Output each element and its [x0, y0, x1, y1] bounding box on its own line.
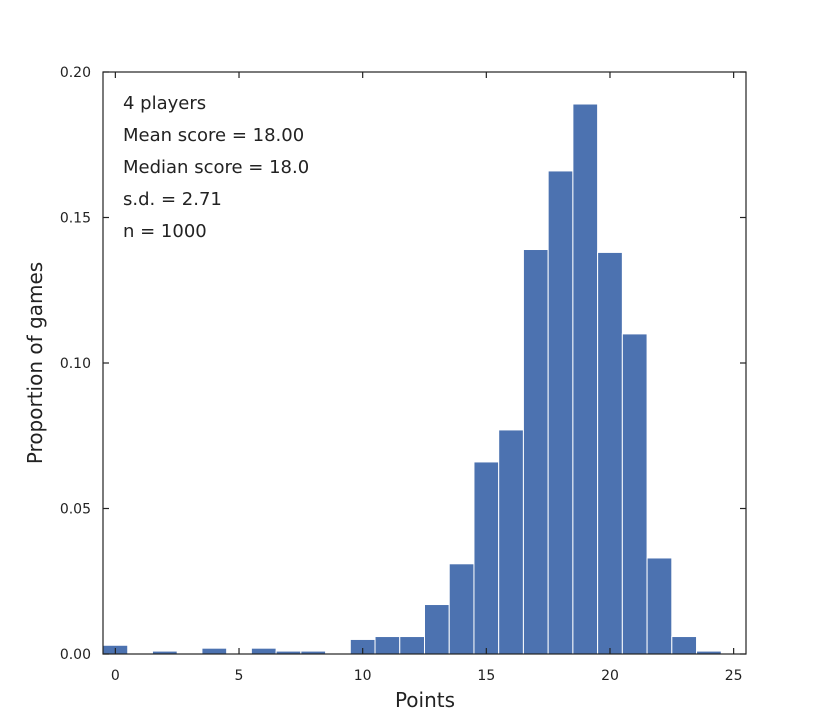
y-tick-label: 0.15	[60, 211, 91, 227]
histogram-bar-13	[424, 604, 450, 655]
y-tick-label: 0.00	[60, 647, 91, 663]
y-axis-title: Proportion of games	[23, 262, 47, 464]
x-tick-label: 25	[725, 668, 743, 684]
histogram-bar-23	[671, 636, 698, 655]
x-tick-label: 5	[235, 668, 244, 684]
x-tick-label: 15	[477, 668, 495, 684]
x-tick-label: 10	[354, 668, 372, 684]
histogram-bar-15	[473, 461, 500, 655]
histogram-bar-12	[399, 636, 425, 655]
histogram-bar-6	[250, 647, 277, 655]
stat-annotation: n = 1000	[123, 221, 207, 242]
x-axis-title: Points	[395, 688, 455, 712]
x-tick-label: 0	[111, 668, 120, 684]
histogram-bar-21	[621, 333, 648, 655]
stat-annotation: Median score = 18.0	[123, 157, 309, 178]
histogram-bar-19	[572, 103, 599, 655]
x-tick-label: 20	[601, 668, 619, 684]
stat-annotation: s.d. = 2.71	[123, 189, 222, 210]
stat-annotation: 4 players	[123, 93, 206, 114]
y-tick-label: 0.10	[60, 356, 91, 372]
y-tick-label: 0.05	[60, 502, 91, 518]
histogram-bar-4	[201, 647, 228, 655]
histogram-bar-22	[646, 557, 673, 655]
histogram-bar-16	[498, 429, 524, 655]
stat-annotation: Mean score = 18.00	[123, 125, 304, 146]
bars-group	[102, 103, 722, 655]
histogram-bar-17	[522, 249, 549, 655]
histogram-bar-14	[448, 563, 475, 655]
histogram-bar-20	[597, 251, 623, 655]
histogram-bar-18	[547, 170, 574, 655]
annotations-group: 4 players Mean score = 18.00 Median score …	[123, 93, 309, 242]
y-tick-label: 0.20	[60, 65, 91, 81]
histogram-bar-11	[374, 636, 401, 655]
ticks-group: 0 5 10 15 20 25 0.00 0.05 0.10 0.15 0.20	[60, 65, 746, 684]
